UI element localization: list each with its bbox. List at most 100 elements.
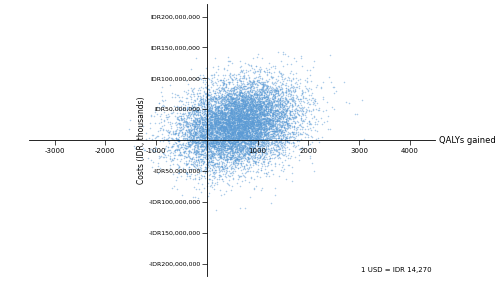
Point [280, 125, 287, 130]
Point [247, 144, 255, 148]
Point [212, 130, 220, 135]
Point [222, 123, 230, 127]
Point [224, 173, 232, 178]
Point [254, 118, 262, 123]
Point [258, 92, 266, 97]
Point [202, 107, 209, 111]
Point [220, 66, 228, 71]
Point [242, 118, 250, 123]
Point [253, 83, 261, 88]
Point [238, 125, 246, 130]
Point [284, 122, 292, 126]
Point [240, 128, 248, 132]
Point [208, 110, 216, 114]
Point [194, 160, 202, 165]
Point [238, 152, 246, 157]
Point [256, 110, 264, 114]
Point [248, 110, 256, 115]
Point [222, 189, 230, 194]
Point [202, 111, 209, 116]
Point [261, 136, 269, 141]
Point [188, 122, 196, 127]
Point [169, 132, 177, 136]
Point [252, 102, 260, 107]
Point [248, 124, 256, 128]
Point [222, 109, 230, 114]
Point [281, 76, 289, 80]
Point [252, 127, 260, 131]
Point [240, 124, 248, 129]
Point [229, 115, 237, 120]
Point [216, 118, 224, 122]
Point [196, 163, 204, 167]
Point [230, 92, 238, 96]
Point [272, 133, 280, 138]
Point [286, 131, 294, 136]
Point [283, 108, 291, 112]
Point [264, 102, 272, 107]
Point [272, 126, 280, 131]
Point [244, 103, 252, 107]
Point [166, 82, 174, 87]
Point [210, 151, 218, 155]
Point [159, 151, 167, 156]
Point [188, 150, 196, 154]
Point [212, 133, 220, 138]
Point [229, 130, 237, 134]
Point [230, 119, 238, 124]
Point [210, 174, 218, 178]
Point [226, 137, 234, 142]
Point [212, 162, 220, 166]
Point [248, 150, 256, 155]
Point [301, 95, 309, 100]
Point [230, 120, 237, 125]
Point [238, 128, 246, 132]
Point [245, 112, 253, 116]
Point [211, 100, 219, 104]
Point [160, 103, 168, 108]
Point [238, 129, 246, 134]
Point [253, 135, 261, 139]
Point [250, 122, 258, 126]
Point [253, 127, 261, 131]
Point [185, 154, 193, 159]
Point [192, 76, 200, 81]
Point [264, 94, 272, 99]
Point [224, 121, 232, 126]
Point [216, 114, 224, 118]
Point [274, 135, 282, 140]
Point [268, 133, 276, 138]
Point [220, 80, 228, 85]
Point [194, 134, 202, 139]
Point [218, 78, 226, 82]
Point [205, 128, 213, 133]
Point [245, 106, 253, 111]
Point [206, 136, 214, 140]
Point [284, 99, 292, 103]
Point [138, 155, 146, 160]
Point [212, 130, 220, 134]
Point [263, 135, 271, 140]
Point [218, 125, 226, 129]
Point [250, 80, 258, 84]
Point [232, 157, 240, 162]
Point [191, 176, 199, 180]
Point [246, 135, 254, 139]
Point [236, 136, 244, 140]
Point [248, 113, 256, 118]
Point [204, 147, 212, 152]
Point [183, 96, 191, 100]
Point [219, 83, 227, 88]
Point [218, 137, 226, 142]
Point [234, 143, 242, 148]
Point [260, 139, 268, 143]
Point [218, 164, 226, 168]
Point [250, 118, 258, 122]
Point [240, 115, 248, 120]
Point [208, 159, 216, 164]
Point [184, 140, 192, 145]
Point [234, 134, 242, 139]
Point [204, 123, 212, 127]
Point [228, 130, 236, 135]
Point [233, 128, 241, 132]
